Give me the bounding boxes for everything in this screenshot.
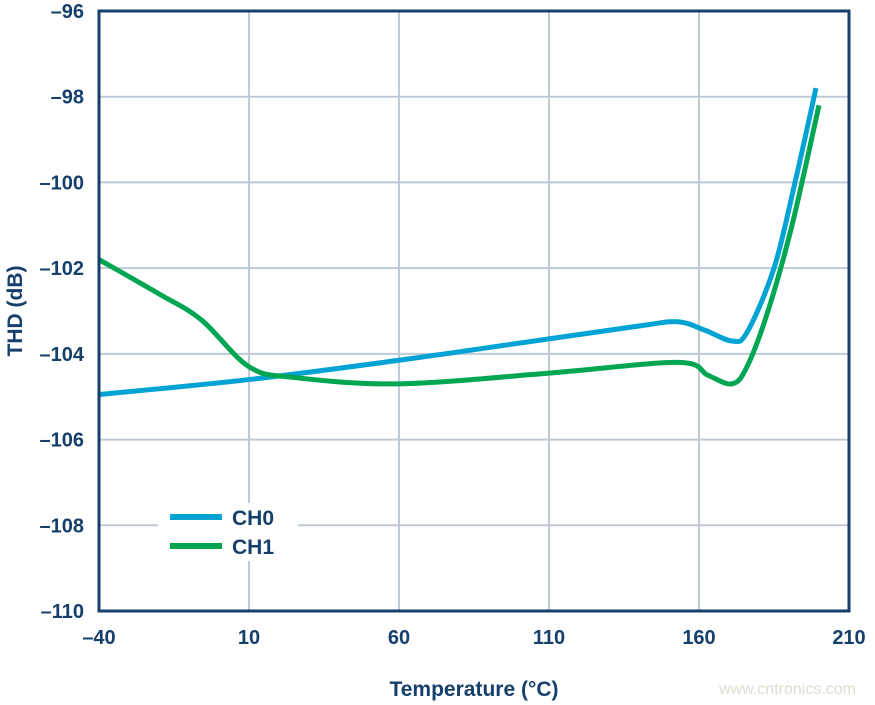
legend-background <box>158 503 298 561</box>
y-tick-label: –104 <box>40 344 85 366</box>
y-tick-label: –96 <box>51 1 84 23</box>
x-axis-label: Temperature (°C) <box>389 678 558 701</box>
y-tick-label: –100 <box>40 172 85 194</box>
watermark: www.cntronics.com <box>718 681 856 698</box>
series-line-ch1 <box>97 104 822 387</box>
x-tick-labels: –40 10 60 110 160 210 <box>82 627 865 649</box>
legend-label-ch1: CH1 <box>232 536 274 559</box>
plot-frame <box>97 9 851 613</box>
y-tick-label: –98 <box>51 87 84 109</box>
x-tick-label: 210 <box>832 627 865 649</box>
y-tick-label: –108 <box>40 515 85 537</box>
y-tick-label: –106 <box>40 430 85 452</box>
x-tick-label: 110 <box>533 627 565 649</box>
legend-label-ch0: CH0 <box>232 507 274 530</box>
y-tick-label: –102 <box>40 258 85 280</box>
series-line-ch0 <box>98 87 819 398</box>
series-lines <box>97 87 822 398</box>
x-tick-label: –40 <box>82 627 115 649</box>
y-tick-labels: –96 –98 –100 –102 –104 –106 –108 –110 <box>40 1 85 623</box>
legend: CH0 CH1 <box>158 503 298 561</box>
y-axis-label: THD (dB) <box>4 266 27 357</box>
y-tick-label: –110 <box>41 601 84 623</box>
x-tick-label: 60 <box>388 627 410 649</box>
x-tick-label: 10 <box>238 627 260 649</box>
x-tick-label: 160 <box>682 627 715 649</box>
